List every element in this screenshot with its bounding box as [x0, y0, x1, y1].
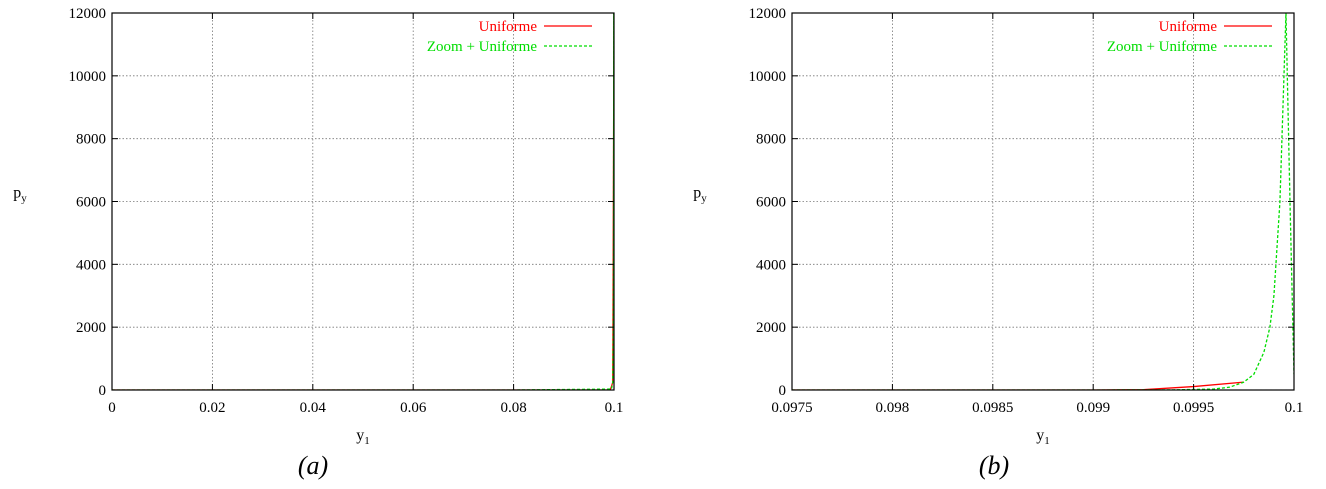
- y-tick-label: 12000: [749, 6, 787, 22]
- x-tick-label: 0.02: [199, 400, 225, 416]
- x-tick-label: 0.099: [1076, 400, 1110, 416]
- y-tick-label: 0: [99, 383, 107, 399]
- series-line-1: [112, 13, 614, 390]
- y-tick-label: 6000: [756, 195, 786, 211]
- y-tick-label: 0: [779, 383, 787, 399]
- y-axis-label: py: [693, 185, 707, 205]
- y-tick-label: 8000: [756, 132, 786, 148]
- x-tick-label: 0: [108, 400, 116, 416]
- chart-panel-a: 0 0.02 0.04 0.06 0.08 0.1 0 2000 4000 6000 8000 10…: [13, 6, 623, 480]
- x-tick-labels: 0 0.02 0.04 0.06 0.08 0.1: [108, 400, 623, 416]
- x-tick-label: 0.098: [876, 400, 910, 416]
- y-tick-label: 10000: [69, 69, 107, 85]
- x-tick-label: 0.08: [500, 400, 526, 416]
- y-tick-labels: 0 2000 4000 6000 8000 10000 12000: [749, 6, 787, 399]
- tick-marks: [111, 12, 615, 391]
- x-tick-label: 0.1: [1285, 400, 1304, 416]
- x-tick-label: 0.0985: [972, 400, 1013, 416]
- legend-label: Zoom + Uniforme: [427, 39, 537, 55]
- x-tick-label: 0.04: [300, 400, 327, 416]
- x-tick-labels: 0.0975 0.098 0.0985 0.099 0.0995 0.1: [771, 400, 1303, 416]
- legend: Uniforme Zoom + Uniforme: [1107, 19, 1272, 55]
- y-axis-label: py: [13, 185, 27, 205]
- x-tick-label: 0.0975: [771, 400, 812, 416]
- x-tick-label: 0.0995: [1173, 400, 1214, 416]
- legend: Uniforme Zoom + Uniforme: [427, 19, 592, 55]
- panel-caption: (b): [979, 451, 1009, 480]
- series-line-2: [792, 13, 1294, 390]
- y-tick-label: 8000: [76, 132, 106, 148]
- x-tick-label: 0.06: [400, 400, 427, 416]
- x-axis-label: y1: [1036, 427, 1050, 447]
- y-tick-label: 10000: [749, 69, 787, 85]
- legend-label: Uniforme: [479, 19, 538, 35]
- x-tick-label: 0.1: [605, 400, 624, 416]
- legend-label: Uniforme: [1159, 19, 1218, 35]
- y-tick-labels: 0 2000 4000 6000 8000 10000 12000: [69, 6, 107, 399]
- chart-panel-b: 0.0975 0.098 0.0985 0.099 0.0995 0.1 0 2000 400…: [693, 6, 1303, 480]
- y-tick-label: 6000: [76, 195, 106, 211]
- y-tick-label: 2000: [756, 320, 786, 336]
- y-tick-label: 12000: [69, 6, 107, 22]
- x-axis-label: y1: [356, 427, 370, 447]
- y-tick-label: 4000: [756, 257, 786, 273]
- panel-caption: (a): [298, 451, 328, 480]
- tick-marks: [791, 12, 1295, 391]
- y-tick-label: 2000: [76, 320, 106, 336]
- y-tick-label: 4000: [76, 257, 106, 273]
- legend-label: Zoom + Uniforme: [1107, 39, 1217, 55]
